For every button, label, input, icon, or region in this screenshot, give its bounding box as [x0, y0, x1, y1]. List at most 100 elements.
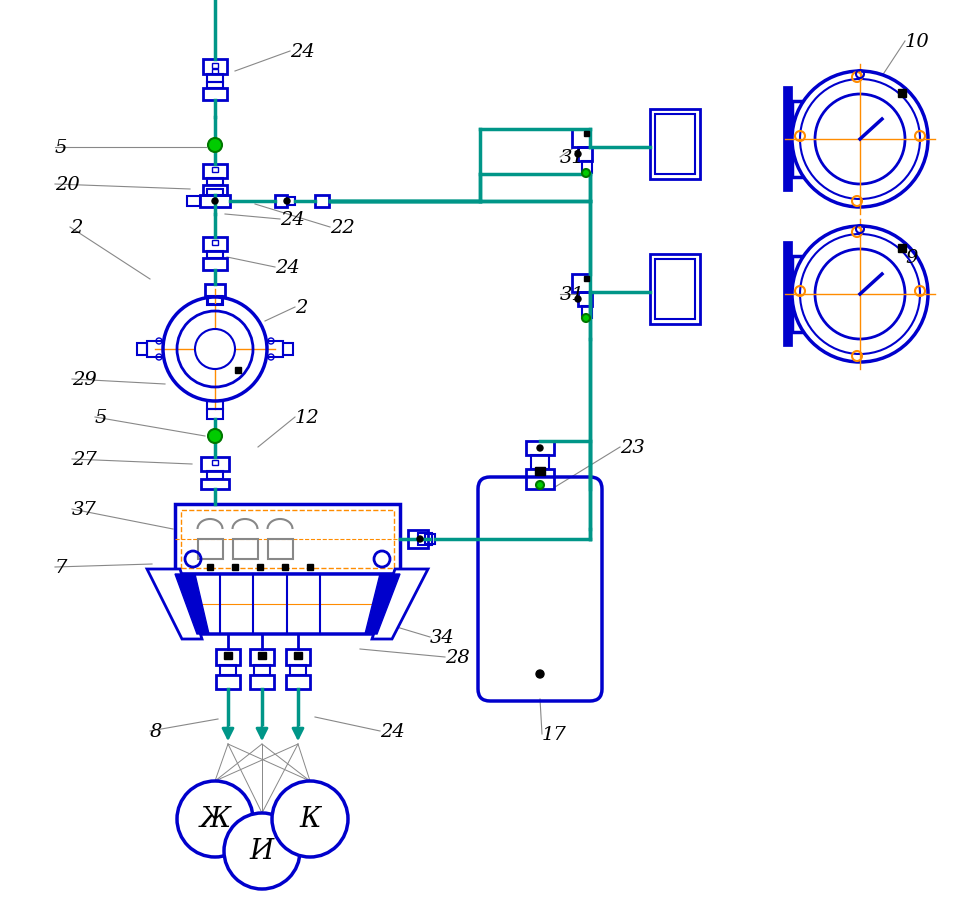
Bar: [582, 307, 592, 318]
Text: 29: 29: [72, 371, 97, 389]
Bar: [207, 410, 223, 419]
Polygon shape: [365, 575, 400, 634]
Text: 10: 10: [905, 33, 929, 51]
Circle shape: [575, 297, 581, 303]
Circle shape: [224, 813, 300, 889]
Bar: [287, 198, 295, 206]
Text: 12: 12: [295, 409, 320, 427]
Bar: [898, 244, 906, 253]
Polygon shape: [372, 569, 428, 640]
Bar: [207, 565, 213, 570]
Text: 7: 7: [55, 558, 67, 576]
Circle shape: [272, 781, 348, 857]
Bar: [137, 344, 147, 355]
Circle shape: [792, 226, 928, 363]
Text: 9: 9: [905, 249, 918, 267]
Bar: [650, 110, 700, 179]
Bar: [207, 298, 223, 306]
Bar: [268, 539, 293, 559]
Text: 17: 17: [542, 725, 566, 743]
Bar: [147, 342, 163, 357]
Text: 28: 28: [445, 649, 469, 667]
Bar: [203, 89, 227, 101]
Text: 27: 27: [72, 450, 97, 468]
Text: 23: 23: [620, 438, 645, 456]
Bar: [418, 533, 432, 546]
Bar: [584, 277, 589, 281]
Bar: [650, 254, 700, 325]
Bar: [200, 196, 230, 207]
Bar: [294, 652, 302, 659]
Bar: [250, 649, 274, 666]
Polygon shape: [175, 575, 209, 634]
Bar: [792, 102, 847, 178]
Bar: [216, 676, 240, 689]
Bar: [267, 342, 283, 357]
Bar: [201, 480, 229, 490]
Text: 24: 24: [275, 259, 300, 277]
Bar: [655, 115, 695, 175]
Polygon shape: [147, 569, 202, 640]
Bar: [187, 197, 200, 207]
Text: 24: 24: [280, 211, 304, 229]
Bar: [203, 60, 227, 75]
Text: 20: 20: [55, 176, 80, 194]
Bar: [235, 368, 241, 373]
Bar: [212, 70, 218, 75]
Circle shape: [537, 446, 543, 452]
Bar: [207, 252, 223, 259]
Text: 5: 5: [55, 139, 67, 157]
Text: 22: 22: [330, 219, 355, 236]
Circle shape: [284, 198, 290, 205]
Bar: [800, 264, 840, 325]
Bar: [584, 132, 589, 137]
Bar: [572, 130, 590, 148]
Bar: [175, 504, 400, 575]
Circle shape: [177, 781, 253, 857]
Bar: [207, 472, 223, 480]
Text: 2: 2: [295, 299, 307, 317]
Bar: [258, 652, 266, 659]
Bar: [250, 676, 274, 689]
Bar: [582, 161, 592, 174]
Bar: [283, 344, 293, 355]
Circle shape: [792, 72, 928, 207]
Bar: [655, 260, 695, 319]
Text: 8: 8: [150, 723, 162, 741]
Bar: [307, 565, 313, 570]
Bar: [800, 110, 840, 170]
Bar: [531, 456, 549, 469]
Bar: [203, 259, 227, 271]
Circle shape: [582, 315, 590, 323]
Bar: [207, 401, 223, 410]
Bar: [282, 565, 288, 570]
Text: 24: 24: [290, 43, 315, 61]
Circle shape: [815, 95, 905, 185]
Bar: [203, 238, 227, 252]
Text: Ж: Ж: [200, 805, 230, 833]
Bar: [198, 539, 223, 559]
Circle shape: [195, 329, 235, 370]
Circle shape: [815, 250, 905, 340]
Circle shape: [575, 152, 581, 158]
Text: 5: 5: [95, 409, 108, 427]
Circle shape: [800, 235, 920, 354]
Bar: [207, 179, 223, 186]
Text: 2: 2: [70, 219, 83, 236]
Bar: [572, 275, 590, 292]
Bar: [425, 534, 435, 545]
Bar: [212, 168, 218, 173]
Bar: [408, 530, 428, 548]
Bar: [898, 90, 906, 98]
Bar: [220, 666, 236, 676]
Bar: [203, 165, 227, 179]
Circle shape: [582, 170, 590, 178]
Bar: [254, 666, 270, 676]
Polygon shape: [175, 575, 400, 634]
Bar: [207, 83, 223, 89]
Text: 24: 24: [380, 723, 405, 741]
Bar: [315, 196, 329, 207]
Text: И: И: [250, 838, 275, 864]
Bar: [181, 511, 394, 568]
Text: 31: 31: [560, 149, 585, 167]
